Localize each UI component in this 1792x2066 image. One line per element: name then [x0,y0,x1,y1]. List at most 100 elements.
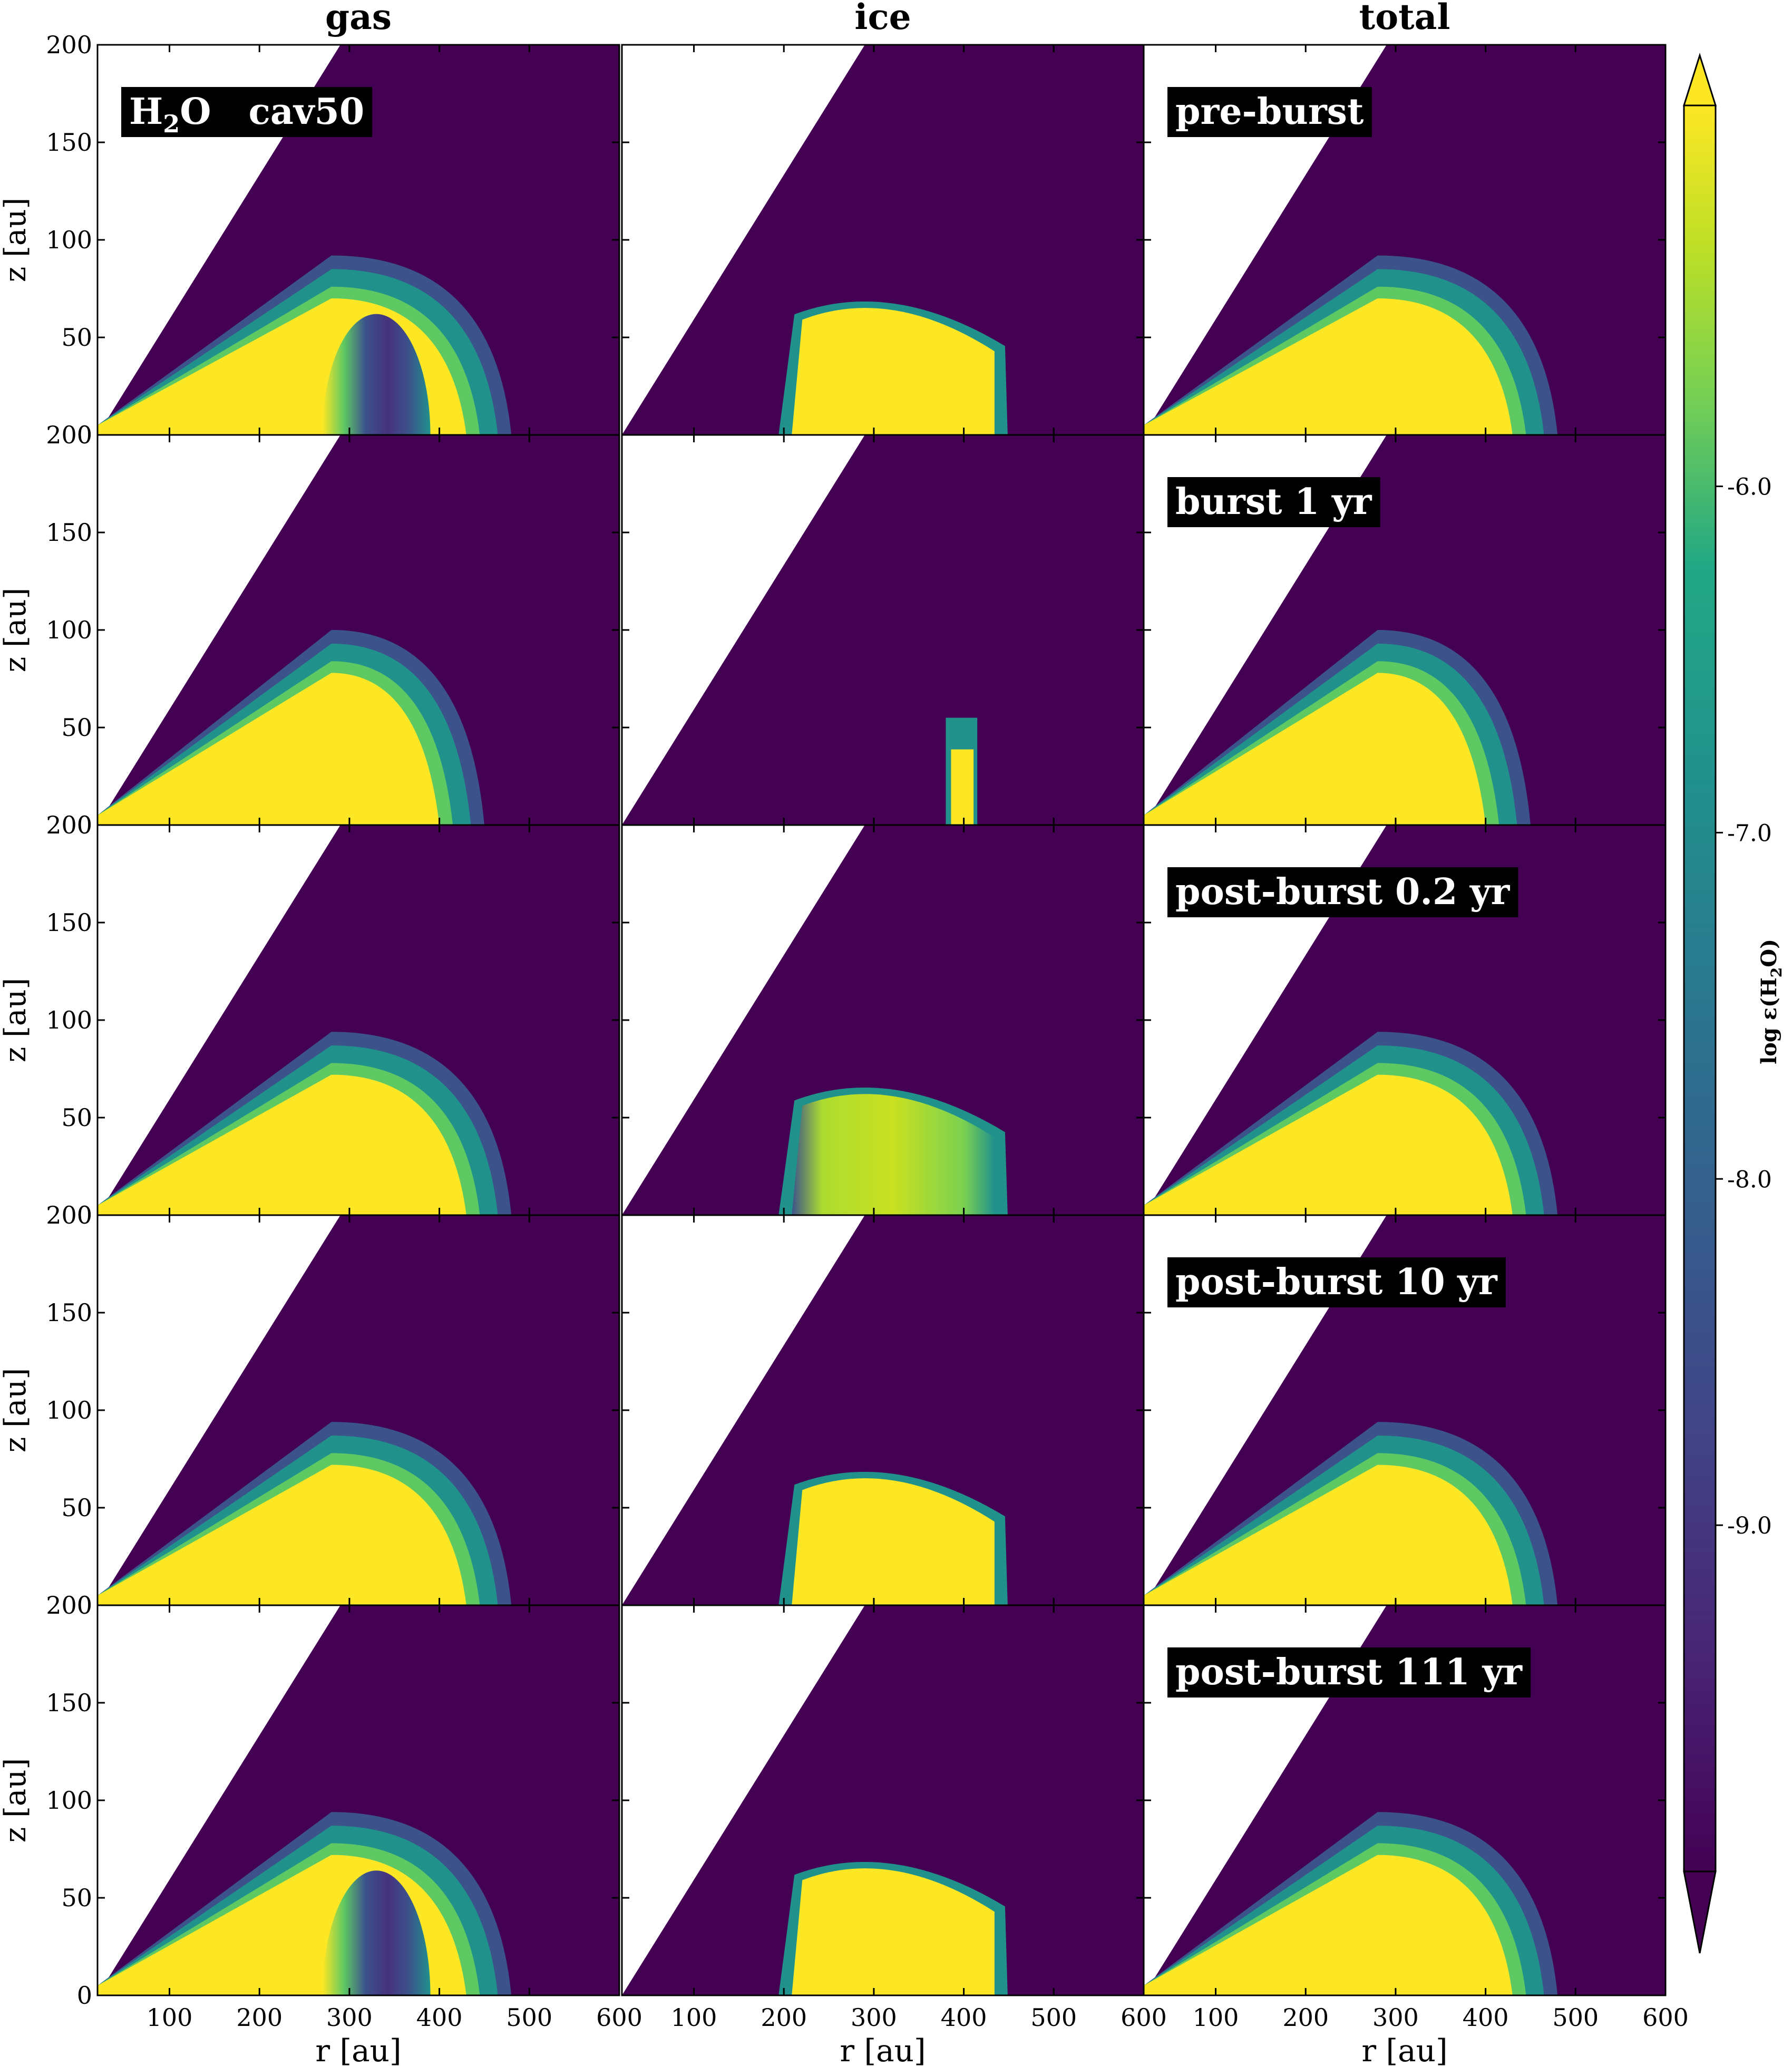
ytick-label: 0 [77,1591,92,1619]
panel-label: post-burst 0.2 yr [1167,867,1518,917]
yellow-core [1144,1074,1513,1215]
colorbar-tick-label: -6.0 [1727,474,1772,501]
colorbar-extend-bottom [1683,1870,1717,1954]
xtick-label: 300 [851,2003,897,2032]
ytick-label: 150 [46,128,92,157]
panel-label-box [1167,1257,1506,1307]
envelope-region [622,435,1144,825]
y-axis-label: z [au] [0,978,33,1062]
xtick-label: 300 [326,2003,373,2032]
ytick-label: 150 [46,908,92,937]
ytick-label: 100 [46,1786,92,1815]
ice-core [792,1868,995,1995]
envelope-region [622,1605,1144,1995]
xtick-label: 500 [1552,2003,1599,2032]
ytick-label: 200 [46,811,92,839]
ytick-label: 0 [77,421,92,449]
ytick-label: 100 [46,1006,92,1034]
ytick-label: 0 [77,1201,92,1229]
ytick-label: 200 [46,1591,92,1619]
panel-label: pre-burst [1167,87,1372,137]
yellow-core [1144,673,1486,825]
panels-layer: 0 50 100 150 200 z [au] 0 50 100 150 200 z [au] 0 50 1… [0,31,1689,2066]
ytick-label: 150 [46,1298,92,1327]
colorbar-gradient [1683,104,1717,1873]
ytick-label: 100 [46,1396,92,1424]
depleted-core [322,1870,431,1995]
envelope-region [622,1215,1144,1605]
colorbar-tick-label: -7.0 [1727,820,1772,847]
ytick-label: 50 [61,713,92,742]
column-title-ice: ice [854,0,911,37]
xtick-label: 500 [1030,2003,1077,2032]
panel-ice-r0-c1 [621,44,1145,436]
panel-label-box [121,87,373,137]
panel-ice-r4-c1: 100 200 300 400 500 600 r [au] [621,1604,1167,2066]
colorbar-tick-label: -8.0 [1727,1166,1772,1193]
colorbar-label: log ε(H2O) [1757,939,1785,1064]
column-title-gas: gas [325,0,392,37]
panel-label-text: pre-burst [1175,91,1364,133]
xtick-label: 400 [1463,2003,1509,2032]
colorbar-extend-top [1682,53,1717,106]
panel-label-text: post-burst 111 yr [1175,1651,1523,1693]
panel-gas-r2-c0: 0 50 100 150 200 z [au] [0,811,620,1229]
envelope-region [622,825,1144,1215]
xtick-label: 200 [236,2003,283,2032]
depleted-core [322,314,431,435]
panel-ice-r3-c1 [621,1214,1145,1606]
colorbar-tick-label: -9.0 [1727,1512,1772,1539]
yellow-core [98,673,440,825]
xtick-label: 500 [506,2003,552,2032]
ytick-label: 100 [46,616,92,644]
ice-patch-core [951,749,974,825]
panel-ice_patch-r1-c1 [621,434,1145,826]
panel-gas-r3-c0: 0 50 100 150 200 z [au] [0,1201,620,1619]
panel-label: H2O cav50 [121,87,373,138]
colorbar: -6.0 -7.0 -8.0 -9.0 log ε(H2O) [1682,53,1785,1954]
yellow-core [98,1074,466,1215]
panel-total-r1-c2 [1143,434,1667,826]
x-axis-label: r [au] [315,2033,401,2066]
panel-label-text: post-burst 0.2 yr [1175,871,1510,913]
ice-core [792,308,995,435]
ice-core [792,1478,995,1605]
panel-label: burst 1 yr [1167,477,1380,527]
panel-ice_green-r2-c1 [621,824,1145,1216]
xtick-label: 400 [416,2003,463,2032]
xtick-label: 100 [147,2003,193,2032]
panel-gas-r1-c0: 0 50 100 150 200 z [au] [0,421,620,839]
panel-label: post-burst 10 yr [1167,1257,1506,1307]
panel-label-text: post-burst 10 yr [1175,1261,1498,1303]
column-title-total: total [1359,0,1450,37]
envelope-region [622,45,1144,435]
ytick-label: 150 [46,518,92,547]
x-axis-label: r [au] [840,2033,926,2066]
ytick-label: 50 [61,323,92,352]
xtick-label: 600 [1121,2003,1167,2032]
panel-total-r2-c2 [1143,824,1667,1216]
ice-core [792,1094,995,1215]
yellow-core [1144,1855,1513,1995]
xtick-label: 600 [596,2003,642,2032]
ytick-label: 50 [61,1884,92,1912]
yellow-core [1144,298,1513,435]
panel-label-box [1167,1647,1531,1698]
panel-label-box [1167,477,1380,527]
panel-label-box [1167,867,1518,917]
ytick-label: 150 [46,1689,92,1717]
ytick-label: 200 [46,421,92,449]
xtick-label: 100 [671,2003,717,2032]
ytick-label: 50 [61,1103,92,1132]
labels-layer: gas ice total H2O cav50 pre-burst burst 1 yr p… [121,0,1531,1698]
ytick-label: 0 [77,1981,92,2010]
yellow-core [1144,1464,1513,1605]
y-axis-label: z [au] [0,1368,33,1452]
x-axis-label: r [au] [1361,2033,1447,2066]
panel-gas-r4-c0: 0 50 100 150 200 z [au] 100 200 300 400 500 600 r [a… [0,1591,642,2066]
xtick-label: 400 [941,2003,987,2032]
y-axis-label: z [au] [0,1758,33,1842]
xtick-label: 300 [1372,2003,1419,2032]
ytick-label: 50 [61,1493,92,1522]
